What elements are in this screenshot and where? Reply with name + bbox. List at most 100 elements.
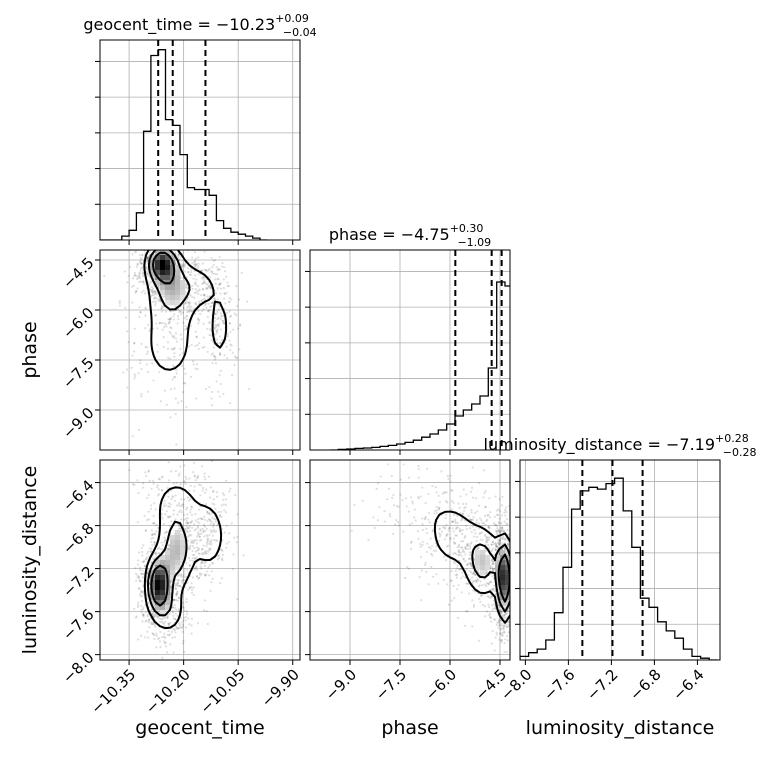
density-cell — [165, 260, 171, 266]
density-cell — [480, 550, 486, 556]
sample-point — [498, 539, 502, 542]
density-cell — [500, 565, 506, 571]
title-main: luminosity_distance = −7.19 — [484, 435, 715, 455]
sample-point — [183, 573, 186, 576]
sample-point — [139, 590, 143, 593]
sample-point — [217, 316, 220, 320]
sample-point — [191, 256, 194, 259]
sample-point — [470, 541, 473, 544]
sample-point — [160, 304, 163, 307]
sample-point — [171, 610, 174, 613]
sample-point — [186, 496, 190, 499]
sample-point — [175, 372, 178, 375]
sample-point — [203, 564, 206, 568]
sample-point — [140, 262, 143, 265]
sample-point — [489, 616, 492, 619]
sample-point — [221, 492, 225, 495]
sample-point — [229, 314, 233, 318]
sample-point — [176, 513, 179, 516]
sample-point — [503, 538, 507, 541]
sample-point — [145, 265, 148, 268]
sample-point — [213, 296, 216, 300]
sample-point — [459, 568, 463, 571]
sample-point — [136, 479, 139, 482]
sample-point — [495, 545, 498, 549]
sample-point — [210, 570, 213, 573]
sample-point — [211, 301, 214, 305]
density-cell — [155, 590, 161, 596]
sample-point — [220, 315, 223, 318]
sample-point — [205, 609, 208, 613]
sample-point — [166, 615, 169, 618]
sample-point — [138, 272, 141, 276]
sample-point — [214, 259, 217, 262]
sample-point — [155, 293, 158, 296]
density-cell — [175, 550, 181, 556]
sample-point — [169, 316, 173, 320]
sample-point — [462, 502, 465, 506]
sample-point — [498, 522, 501, 525]
sample-point — [203, 561, 206, 565]
sample-point — [124, 316, 128, 319]
sample-point — [497, 621, 500, 625]
sample-point — [207, 269, 210, 272]
sample-point — [166, 347, 170, 350]
sample-point — [172, 599, 175, 602]
sample-point — [465, 567, 468, 571]
sample-point — [133, 342, 136, 345]
sample-point — [497, 619, 500, 622]
sample-point — [455, 573, 459, 576]
sample-point — [140, 634, 143, 637]
sample-point — [451, 527, 454, 530]
sample-point — [179, 276, 183, 279]
sample-point — [209, 287, 212, 290]
sample-point — [483, 578, 486, 581]
sample-point — [147, 469, 150, 472]
sample-point — [448, 526, 451, 530]
sample-point — [178, 524, 181, 527]
sample-point — [417, 497, 420, 500]
sample-point — [498, 538, 502, 542]
sample-point — [192, 263, 196, 266]
sample-point — [218, 335, 222, 338]
sample-point — [434, 485, 437, 489]
sample-point — [177, 622, 181, 625]
sample-point — [177, 474, 180, 477]
density-cell — [180, 290, 186, 296]
sample-point — [172, 617, 175, 620]
sample-point — [176, 582, 180, 585]
sample-point — [213, 517, 216, 521]
sample-point — [141, 265, 144, 268]
sample-point — [209, 305, 212, 308]
sample-point — [163, 622, 166, 626]
sample-point — [452, 530, 455, 533]
sample-point — [208, 540, 212, 543]
sample-point — [208, 320, 211, 324]
density-cell — [170, 270, 176, 276]
sample-point — [174, 582, 177, 585]
title-phase: phase = −4.75+0.30 −1.09 — [329, 222, 491, 249]
sample-point — [455, 576, 459, 579]
sample-point — [151, 622, 154, 626]
sample-point — [500, 611, 503, 614]
sample-point — [454, 527, 457, 530]
sample-point — [492, 562, 495, 565]
sample-point — [184, 302, 188, 305]
sample-point — [185, 600, 188, 604]
sample-point — [198, 522, 201, 525]
sample-point — [203, 535, 206, 538]
sample-point — [467, 557, 471, 561]
sample-point — [183, 263, 186, 266]
sample-point — [146, 273, 150, 276]
sample-point — [185, 575, 188, 579]
sample-point — [499, 537, 502, 540]
sample-point — [181, 578, 184, 582]
sample-point — [160, 321, 164, 325]
sample-point — [189, 273, 192, 276]
sample-point — [361, 499, 364, 502]
sample-point — [491, 540, 494, 544]
sample-point — [140, 395, 143, 398]
sample-point — [174, 412, 177, 416]
sample-point — [225, 291, 228, 295]
sample-point — [167, 318, 170, 321]
